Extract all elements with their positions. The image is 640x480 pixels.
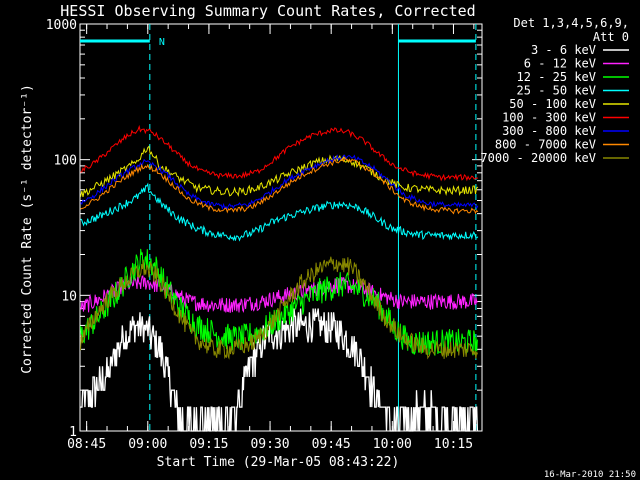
legend-label-1: 3 - 6 keV (531, 43, 596, 57)
y-tick-label: 10 (61, 289, 77, 304)
legend-label-4: 25 - 50 keV (517, 84, 596, 98)
series-line-7 (80, 154, 479, 210)
y-tick-label: 1 (69, 425, 77, 440)
legend-label-6: 100 - 300 keV (502, 111, 596, 125)
plot-frame (79, 23, 483, 432)
legend-label-5: 50 - 100 keV (509, 97, 596, 111)
x-tick-label: 10:15 (434, 437, 473, 452)
legend-label-9: 7000 - 20000 keV (480, 151, 596, 165)
series-line-8 (80, 156, 479, 215)
x-tick-label: 10:00 (373, 437, 412, 452)
y-tick-label: 1000 (46, 18, 77, 33)
footer-timestamp: 16-Mar-2010 21:50 (544, 470, 636, 480)
legend-header-line-2: Att 0 (593, 30, 629, 44)
chart-title: HESSI Observing Summary Count Rates, Cor… (60, 2, 475, 20)
x-axis-label: Start Time (29-Mar-05 08:43:22) (157, 455, 400, 470)
legend-label-8: 800 - 7000 keV (495, 138, 596, 152)
legend-label-7: 300 - 800 keV (502, 124, 596, 138)
y-axis-label: Corrected Count Rate (s⁻¹ detector⁻¹) (20, 84, 35, 374)
y-tick-label: 100 (54, 154, 77, 169)
series-line-2 (80, 275, 478, 313)
legend-label-3: 12 - 25 keV (517, 70, 596, 84)
series-line-9 (80, 256, 478, 360)
legend-header-line-1: Det 1,3,4,5,6,9, (513, 16, 629, 30)
x-tick-label: 09:15 (189, 437, 228, 452)
series-line-5 (80, 145, 479, 198)
series-line-6 (80, 124, 479, 182)
x-tick-label: 09:00 (128, 437, 167, 452)
legend-label-2: 6 - 12 keV (524, 57, 596, 71)
x-tick-label: 09:30 (250, 437, 289, 452)
plot-area: 1 10 100 1000 08:45 09:00 09:15 09:30 09:45 10:00… (46, 18, 483, 452)
series-line-4 (80, 182, 479, 242)
night-annotation-label: N (159, 37, 165, 48)
x-tick-label: 09:45 (312, 437, 351, 452)
x-tick-label: 08:45 (67, 437, 106, 452)
